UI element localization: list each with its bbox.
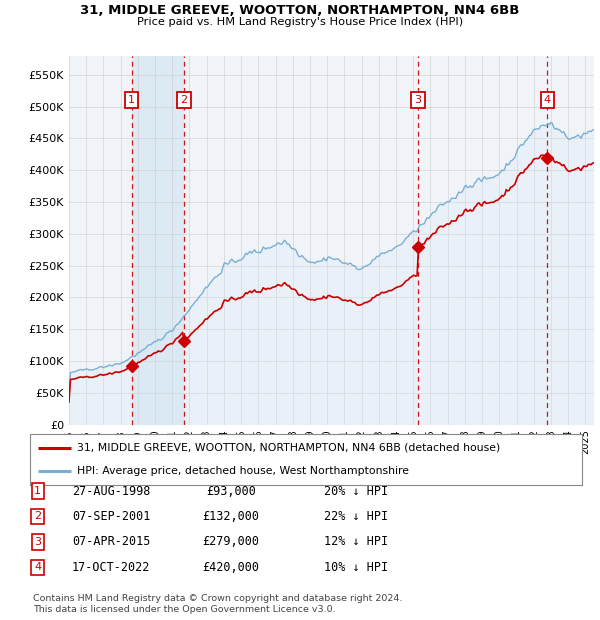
Text: 3: 3 <box>415 95 421 105</box>
Text: 1: 1 <box>128 95 136 105</box>
Text: 10% ↓ HPI: 10% ↓ HPI <box>324 561 388 574</box>
Text: Price paid vs. HM Land Registry's House Price Index (HPI): Price paid vs. HM Land Registry's House … <box>137 17 463 27</box>
Text: 4: 4 <box>544 95 551 105</box>
Text: £132,000: £132,000 <box>203 510 260 523</box>
Text: HPI: Average price, detached house, West Northamptonshire: HPI: Average price, detached house, West… <box>77 466 409 476</box>
Text: £93,000: £93,000 <box>206 485 256 497</box>
Text: This data is licensed under the Open Government Licence v3.0.: This data is licensed under the Open Gov… <box>33 604 335 614</box>
Text: 07-APR-2015: 07-APR-2015 <box>72 536 150 548</box>
Text: 2: 2 <box>181 95 188 105</box>
Text: 12% ↓ HPI: 12% ↓ HPI <box>324 536 388 548</box>
Text: 31, MIDDLE GREEVE, WOOTTON, NORTHAMPTON, NN4 6BB: 31, MIDDLE GREEVE, WOOTTON, NORTHAMPTON,… <box>80 4 520 17</box>
Text: 4: 4 <box>34 562 41 572</box>
Text: 22% ↓ HPI: 22% ↓ HPI <box>324 510 388 523</box>
Bar <box>132 56 184 425</box>
Text: 07-SEP-2001: 07-SEP-2001 <box>72 510 150 523</box>
Text: 20% ↓ HPI: 20% ↓ HPI <box>324 485 388 497</box>
Text: 27-AUG-1998: 27-AUG-1998 <box>72 485 150 497</box>
Text: £279,000: £279,000 <box>203 536 260 548</box>
Text: Contains HM Land Registry data © Crown copyright and database right 2024.: Contains HM Land Registry data © Crown c… <box>33 593 403 603</box>
Text: 17-OCT-2022: 17-OCT-2022 <box>72 561 150 574</box>
Text: 2: 2 <box>34 512 41 521</box>
Text: 31, MIDDLE GREEVE, WOOTTON, NORTHAMPTON, NN4 6BB (detached house): 31, MIDDLE GREEVE, WOOTTON, NORTHAMPTON,… <box>77 443 500 453</box>
Text: 3: 3 <box>34 537 41 547</box>
Text: £420,000: £420,000 <box>203 561 260 574</box>
Text: 1: 1 <box>34 486 41 496</box>
